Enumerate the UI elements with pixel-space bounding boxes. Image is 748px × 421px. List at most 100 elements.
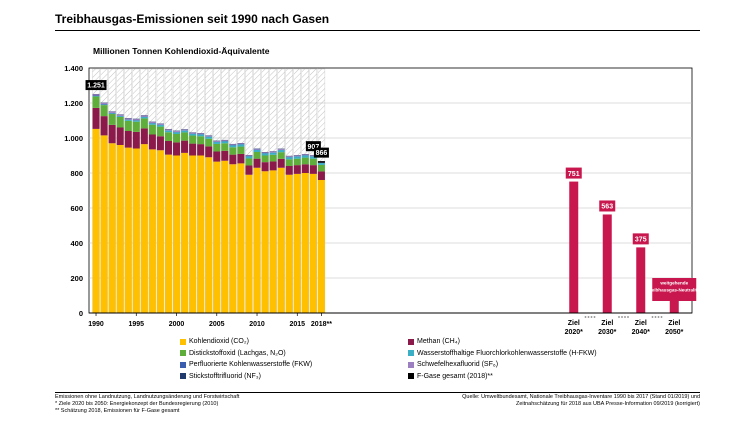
bar-segment [189,155,197,313]
bar-segment [92,107,100,129]
y-tick-label: 600 [70,204,83,213]
bar-segment [132,148,140,313]
bar-segment [164,130,172,133]
bar-segment [148,134,156,150]
bar-segment [140,128,148,145]
bar-segment [229,147,237,155]
target-bar [569,181,579,313]
bar-segment [277,152,285,159]
x-tick-label: 2030* [598,329,617,336]
bar-segment [253,167,261,313]
target-bar [602,214,612,313]
legend-item: Methan (CH₄) [408,338,460,345]
bar-segment [116,116,124,117]
legend-item: Distickstoffoxid (Lachgas, N₂O) [180,350,286,357]
bar-segment [261,153,269,156]
bar-segment [309,173,317,313]
bar-segment [269,154,277,162]
chart-subtitle: Millionen Tonnen Kohlendioxid-Äquivalent… [93,46,270,56]
legend-swatch [408,338,414,345]
legend-item: Schwefelhexafluorid (SF₆) [408,361,498,368]
legend-label: Distickstoffoxid (Lachgas, N₂O) [189,349,286,357]
bar-segment [293,165,301,174]
bar-segment [237,143,245,145]
bar-segment [261,162,269,172]
x-tick-label: 1990 [88,321,104,328]
bar-segment [301,154,309,156]
y-tick-label: 1.000 [64,134,83,143]
bar-segment [189,143,197,156]
bar-segment [309,155,317,157]
legend-item: Kohlendioxid (CO₂) [180,338,249,345]
bar-segment [181,140,189,153]
bar-segment [108,113,116,115]
bar-segment [197,144,205,156]
bar-segment [108,111,116,113]
x-tick-label: 1995 [128,321,144,328]
bar-segment [173,155,181,313]
bar-segment [285,157,293,160]
bar-segment [181,152,189,313]
bar-segment [132,121,140,132]
data-label: 1.251 [87,83,105,90]
bar-segment [317,171,325,180]
source-line: Zeitnahschätzung für 2018 aus UBA Presse… [515,401,700,407]
bar-segment [132,120,140,122]
bar-segment [229,164,237,313]
target-value-label: 375 [635,237,647,244]
bar-segment [205,136,213,139]
bar-segment [189,133,197,136]
legend-item: Wasserstoffhaltige Fluorchlorkohlenwasse… [408,350,597,357]
y-tick-label: 1.400 [64,64,83,73]
bar-segment [197,134,205,137]
bar-segment [237,163,245,313]
y-tick-label: 1.200 [64,99,83,108]
legend-label: F-Gase gesamt (2018)** [417,372,493,380]
bar-segment [100,104,108,106]
y-tick-label: 200 [70,274,83,283]
bar-segment [285,156,293,157]
bar-segment [293,173,301,313]
bar-segment [181,132,189,141]
target-value-box [599,200,616,212]
bar-segment [124,120,132,131]
bar-segment [293,158,301,166]
x-tick-label: Ziel [601,320,613,327]
bar-segment [164,154,172,313]
bar-segment [124,131,132,148]
bar-segment [237,146,245,154]
bar-segment [164,140,172,155]
x-tick-label: 2040* [632,329,651,336]
x-tick-label: 2015 [289,321,305,328]
bar-segment [317,163,325,165]
bar-segment [221,143,229,151]
bar-segment [245,156,253,159]
bar-segment [205,138,213,147]
bar-segment [197,133,205,135]
bar-segment [285,159,293,166]
footnote: Emissionen ohne Landnutzung, Landnutzung… [55,394,240,400]
bar-segment [173,142,181,156]
legend: Kohlendioxid (CO₂) Methan (CH₄) Disticksto… [180,338,620,392]
source-note: Quelle: Umweltbundesamt, Nationale Treib… [340,394,700,408]
bar-segment [277,167,285,313]
bar-segment [100,104,108,105]
bar-segment [116,145,124,313]
legend-swatch [408,361,414,368]
bar-segment [164,132,172,141]
target-value-label: 563 [601,204,613,211]
target-value-box [652,278,697,301]
y-tick-label: 800 [70,169,83,178]
bar-segment [108,124,116,144]
x-tick-label: Ziel [668,320,680,327]
bar-segment [140,115,148,117]
bar-segment [301,173,309,313]
bar-segment [156,123,164,125]
legend-swatch [180,338,186,345]
bar-segment [197,155,205,313]
bar-segment [237,153,245,164]
legend-swatch [180,361,186,368]
data-label-box [85,80,107,91]
bar-segment [92,96,100,97]
bar-segment [245,158,253,166]
